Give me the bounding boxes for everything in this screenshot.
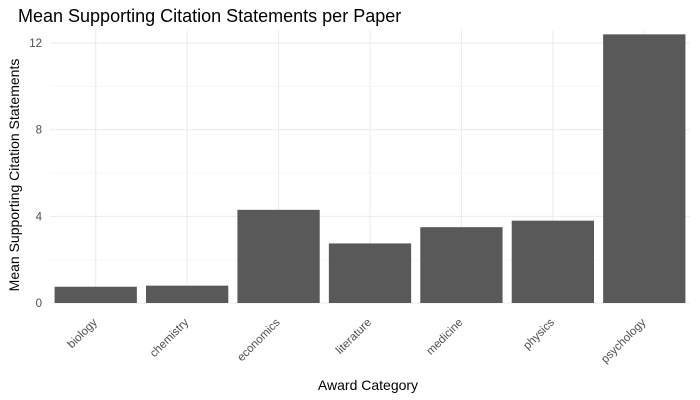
bar-economics	[237, 209, 320, 303]
y-tick-label: 4	[36, 211, 43, 223]
x-tick-label: physics	[521, 316, 557, 352]
x-tick-label: chemistry	[148, 316, 191, 359]
y-axis-title: Mean Supporting Citation Statements	[6, 59, 22, 292]
x-tick-label: economics	[235, 316, 283, 364]
bar-biology	[54, 286, 137, 303]
bar-physics	[511, 220, 594, 303]
bar-literature	[328, 243, 412, 303]
x-tick-label: psychology	[599, 316, 648, 365]
bar-chemistry	[146, 285, 229, 303]
y-tick-label: 0	[36, 298, 42, 310]
x-tick-label: medicine	[425, 317, 466, 358]
bars	[54, 34, 686, 303]
bar-medicine	[420, 227, 503, 303]
x-axis-title: Award Category	[318, 377, 418, 393]
x-tick-label: biology	[66, 316, 100, 350]
bar-psychology	[603, 34, 686, 303]
chart-title: Mean Supporting Citation Statements per …	[18, 6, 401, 26]
x-axis-ticks: biology chemistry economics literature medic…	[66, 316, 649, 365]
y-tick-label: 12	[29, 38, 42, 50]
y-axis-ticks: 0 4 8 12	[29, 38, 42, 310]
y-tick-label: 8	[36, 125, 42, 137]
x-tick-label: literature	[334, 317, 374, 357]
